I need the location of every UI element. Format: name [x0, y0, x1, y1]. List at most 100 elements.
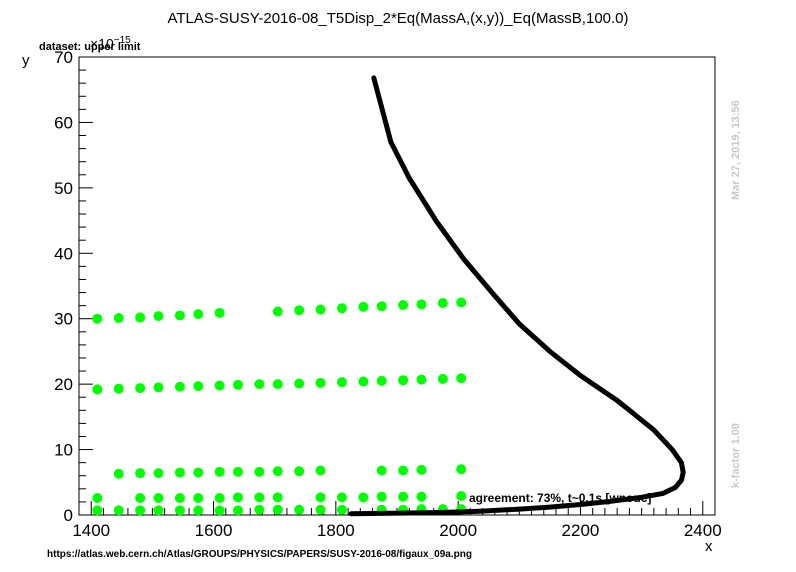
data-point: [254, 379, 265, 390]
x-axis-label: x: [705, 538, 713, 555]
data-point: [254, 492, 265, 503]
data-point: [437, 373, 448, 384]
data-point: [135, 505, 146, 516]
data-point: [174, 381, 185, 392]
data-point: [358, 376, 369, 387]
data-point: [254, 504, 265, 515]
y-tick-label: 30: [54, 310, 73, 329]
data-point: [153, 382, 164, 393]
data-point: [113, 505, 124, 516]
data-point: [153, 468, 164, 479]
data-point: [113, 383, 124, 394]
data-point: [272, 504, 283, 515]
data-point: [153, 311, 164, 322]
y-tick-label: 70: [54, 48, 73, 67]
data-point: [233, 492, 243, 503]
data-point: [214, 380, 225, 391]
chart-title: ATLAS-SUSY-2016-08_T5Disp_2*Eq(MassA,(x,…: [167, 10, 629, 27]
footer-url: https://atlas.web.cern.ch/Atlas/GROUPS/P…: [47, 549, 472, 560]
data-point: [135, 383, 146, 394]
data-point: [135, 468, 146, 479]
data-point: [376, 301, 387, 312]
y-axis-exponent: ×10−15: [90, 35, 131, 52]
data-point: [113, 313, 124, 324]
data-point: [272, 492, 283, 503]
data-point: [416, 374, 427, 385]
data-point: [416, 491, 427, 502]
data-point: [376, 465, 387, 476]
y-tick-label: 50: [54, 179, 73, 198]
data-point: [437, 298, 448, 309]
x-tick-label: 2200: [562, 521, 600, 540]
data-point: [92, 384, 103, 395]
data-point: [113, 468, 124, 479]
data-point: [233, 379, 243, 390]
data-point: [193, 505, 204, 516]
data-point: [92, 492, 103, 503]
data-point: [456, 297, 467, 308]
data-point: [214, 466, 225, 477]
data-point: [398, 375, 409, 386]
data-point: [315, 377, 326, 388]
data-point: [416, 464, 427, 475]
data-point: [153, 492, 164, 503]
data-point: [272, 466, 283, 477]
data-point: [174, 467, 185, 478]
data-point: [92, 505, 103, 516]
data-point: [336, 377, 347, 388]
data-point: [193, 492, 204, 503]
data-point: [456, 491, 467, 502]
data-point: [398, 299, 409, 310]
y-tick-label: 60: [54, 113, 73, 132]
data-point: [294, 466, 305, 477]
data-point: [174, 505, 185, 516]
x-tick-label: 1800: [317, 521, 355, 540]
data-point: [294, 305, 305, 316]
k-factor-label: k-factor 1.00: [730, 423, 742, 488]
data-point: [214, 505, 225, 516]
data-point: [358, 492, 369, 503]
data-point: [174, 310, 185, 321]
data-point: [193, 309, 204, 320]
data-point: [153, 505, 164, 516]
data-point: [233, 505, 243, 516]
data-point: [294, 378, 305, 389]
data-point: [174, 492, 185, 503]
x-tick-label: 2000: [439, 521, 477, 540]
y-tick-label: 10: [54, 441, 73, 460]
y-axis-label: y: [22, 52, 30, 69]
data-point: [233, 466, 243, 477]
data-point: [193, 467, 204, 478]
data-point: [315, 304, 326, 315]
data-point: [456, 464, 467, 475]
data-point: [254, 466, 265, 477]
data-point: [376, 491, 387, 502]
data-point: [193, 381, 204, 392]
limit-curve: [348, 75, 686, 517]
data-point: [214, 307, 225, 318]
axes: 1400 1600 1800 2000 2200 2400 0 10 20 30 40 50 60 70: [54, 48, 722, 540]
data-point: [336, 504, 347, 515]
y-tick-label: 0: [64, 506, 73, 525]
x-tick-label: 1600: [195, 521, 233, 540]
data-point: [315, 492, 326, 503]
data-point: [272, 379, 283, 390]
data-point: [416, 299, 427, 310]
y-tick-label: 20: [54, 375, 73, 394]
data-point: [398, 491, 409, 502]
data-points: [92, 297, 467, 516]
x-tick-label: 1400: [72, 521, 110, 540]
data-point: [214, 492, 225, 503]
data-point: [294, 504, 305, 515]
data-point: [336, 303, 347, 314]
data-point: [398, 465, 409, 476]
timestamp-label: Mar 27, 2019, 13:56: [730, 100, 742, 200]
dataset-label: dataset: upper limit: [39, 41, 141, 53]
data-point: [315, 504, 326, 515]
data-point: [92, 313, 103, 324]
data-point: [376, 375, 387, 386]
data-point: [272, 306, 283, 317]
data-point: [315, 465, 326, 476]
data-point: [135, 492, 146, 503]
